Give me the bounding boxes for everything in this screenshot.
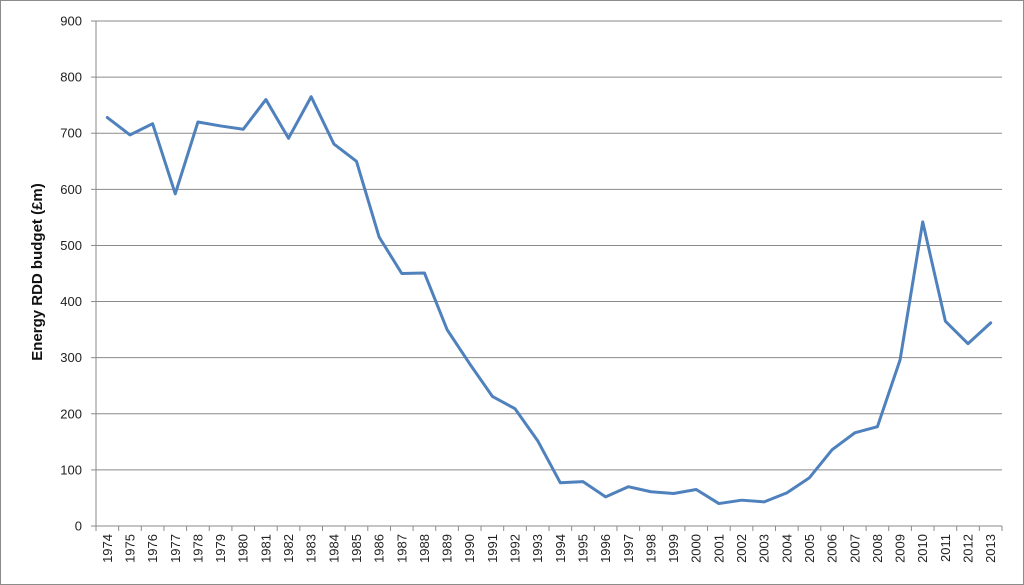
- x-tick-label: 2009: [893, 534, 908, 563]
- y-tick-label: 0: [75, 519, 82, 534]
- x-tick-label: 2011: [938, 534, 953, 562]
- data-point: [468, 362, 471, 366]
- x-tick-label: 1989: [440, 534, 455, 563]
- x-tick-label: 2002: [734, 534, 749, 563]
- data-point: [989, 321, 992, 325]
- data-point: [581, 480, 585, 483]
- y-tick-label: 500: [60, 238, 82, 253]
- data-point: [740, 498, 743, 502]
- y-tick-labels: 0 100 200 300 400 500 600 700 800 900: [60, 14, 82, 534]
- data-point: [876, 425, 879, 428]
- y-tick-label: 300: [60, 350, 82, 365]
- data-point: [604, 495, 607, 499]
- gridlines: [96, 20, 1002, 471]
- x-tick-label: 1999: [666, 534, 681, 563]
- data-point: [491, 395, 494, 398]
- data-point: [853, 431, 856, 435]
- data-point: [762, 500, 766, 504]
- data-point: [695, 488, 698, 491]
- x-tick-label: 1988: [417, 534, 432, 563]
- data-point: [785, 491, 789, 495]
- data-point: [151, 122, 154, 125]
- data-point: [309, 95, 313, 98]
- data-point: [966, 342, 970, 345]
- y-tick-label: 100: [60, 462, 82, 477]
- x-tick-label: 1974: [100, 534, 115, 563]
- x-tick-label: 2013: [983, 534, 998, 563]
- data-point: [944, 319, 947, 323]
- y-axis-title: Energy RDD budget (£m): [29, 183, 46, 361]
- x-tick-label: 2012: [961, 534, 976, 563]
- x-tick-label: 2007: [847, 534, 862, 563]
- x-tick-label: 1993: [530, 534, 545, 563]
- data-point: [287, 137, 290, 140]
- data-point: [355, 160, 358, 163]
- data-point: [830, 448, 834, 451]
- x-tick-label: 1997: [621, 534, 636, 563]
- x-tick-label: 1990: [462, 534, 477, 563]
- data-point: [649, 490, 653, 493]
- x-tick-label: 1978: [190, 534, 205, 563]
- x-tick-label: 1981: [258, 534, 273, 563]
- x-tick-label: 1994: [553, 534, 568, 563]
- y-tick-label: 200: [60, 406, 82, 421]
- series-layer: [105, 95, 993, 506]
- x-tick-label: 2003: [757, 534, 772, 563]
- data-point: [536, 439, 539, 442]
- x-tick-label: 1975: [122, 534, 137, 563]
- x-tick-label: 1976: [145, 534, 160, 563]
- x-tick-label: 1977: [168, 534, 183, 563]
- data-point: [559, 481, 562, 484]
- x-tick-label: 1979: [213, 534, 228, 563]
- series-line: [105, 95, 993, 506]
- x-tick-label: 2010: [915, 534, 930, 563]
- data-point: [513, 407, 517, 410]
- data-point: [423, 271, 426, 275]
- x-tick-label: 2001: [711, 534, 726, 563]
- x-tick-label: 1998: [643, 534, 658, 563]
- data-point: [174, 192, 177, 196]
- data-point: [242, 128, 245, 131]
- data-point: [627, 485, 630, 488]
- y-tick-label: 400: [60, 294, 82, 309]
- data-point: [808, 476, 811, 479]
- data-point: [264, 98, 268, 101]
- y-tick-label: 800: [60, 70, 82, 85]
- x-tick-label: 2008: [870, 534, 885, 563]
- axes: [91, 20, 1003, 531]
- data-point: [445, 328, 449, 331]
- data-point: [332, 142, 336, 146]
- x-tick-label: 1992: [508, 534, 523, 563]
- data-point: [377, 235, 381, 239]
- x-tick-labels: 1974 1975 1976 1977 1978 1979 1980 1981 1982 1983…: [100, 534, 998, 563]
- x-tick-label: 1984: [326, 534, 341, 563]
- x-tick-label: 1986: [372, 534, 387, 563]
- data-point: [128, 133, 132, 137]
- y-tick-label: 700: [60, 126, 82, 141]
- data-point: [898, 358, 902, 362]
- x-tick-label: 1980: [236, 534, 251, 563]
- x-tick-label: 1991: [485, 534, 500, 563]
- x-tick-label: 1995: [575, 534, 590, 563]
- data-point: [921, 220, 924, 224]
- x-tick-label: 2005: [802, 534, 817, 563]
- x-tick-label: 1985: [349, 534, 364, 563]
- data-point: [672, 492, 675, 495]
- x-tick-label: 1982: [281, 534, 296, 563]
- x-tick-label: 1983: [304, 534, 319, 563]
- x-tick-label: 2004: [779, 534, 794, 563]
- y-tick-label: 600: [60, 182, 82, 197]
- data-point: [196, 120, 200, 124]
- x-tick-label: 1996: [598, 534, 613, 563]
- data-point: [106, 116, 109, 119]
- x-tick-label: 2000: [689, 534, 704, 563]
- data-point: [219, 124, 222, 128]
- x-tick-label: 2006: [825, 534, 840, 563]
- y-tick-label: 900: [60, 14, 82, 29]
- data-point: [717, 502, 721, 505]
- data-point: [400, 272, 403, 275]
- x-tick-label: 1987: [394, 534, 409, 563]
